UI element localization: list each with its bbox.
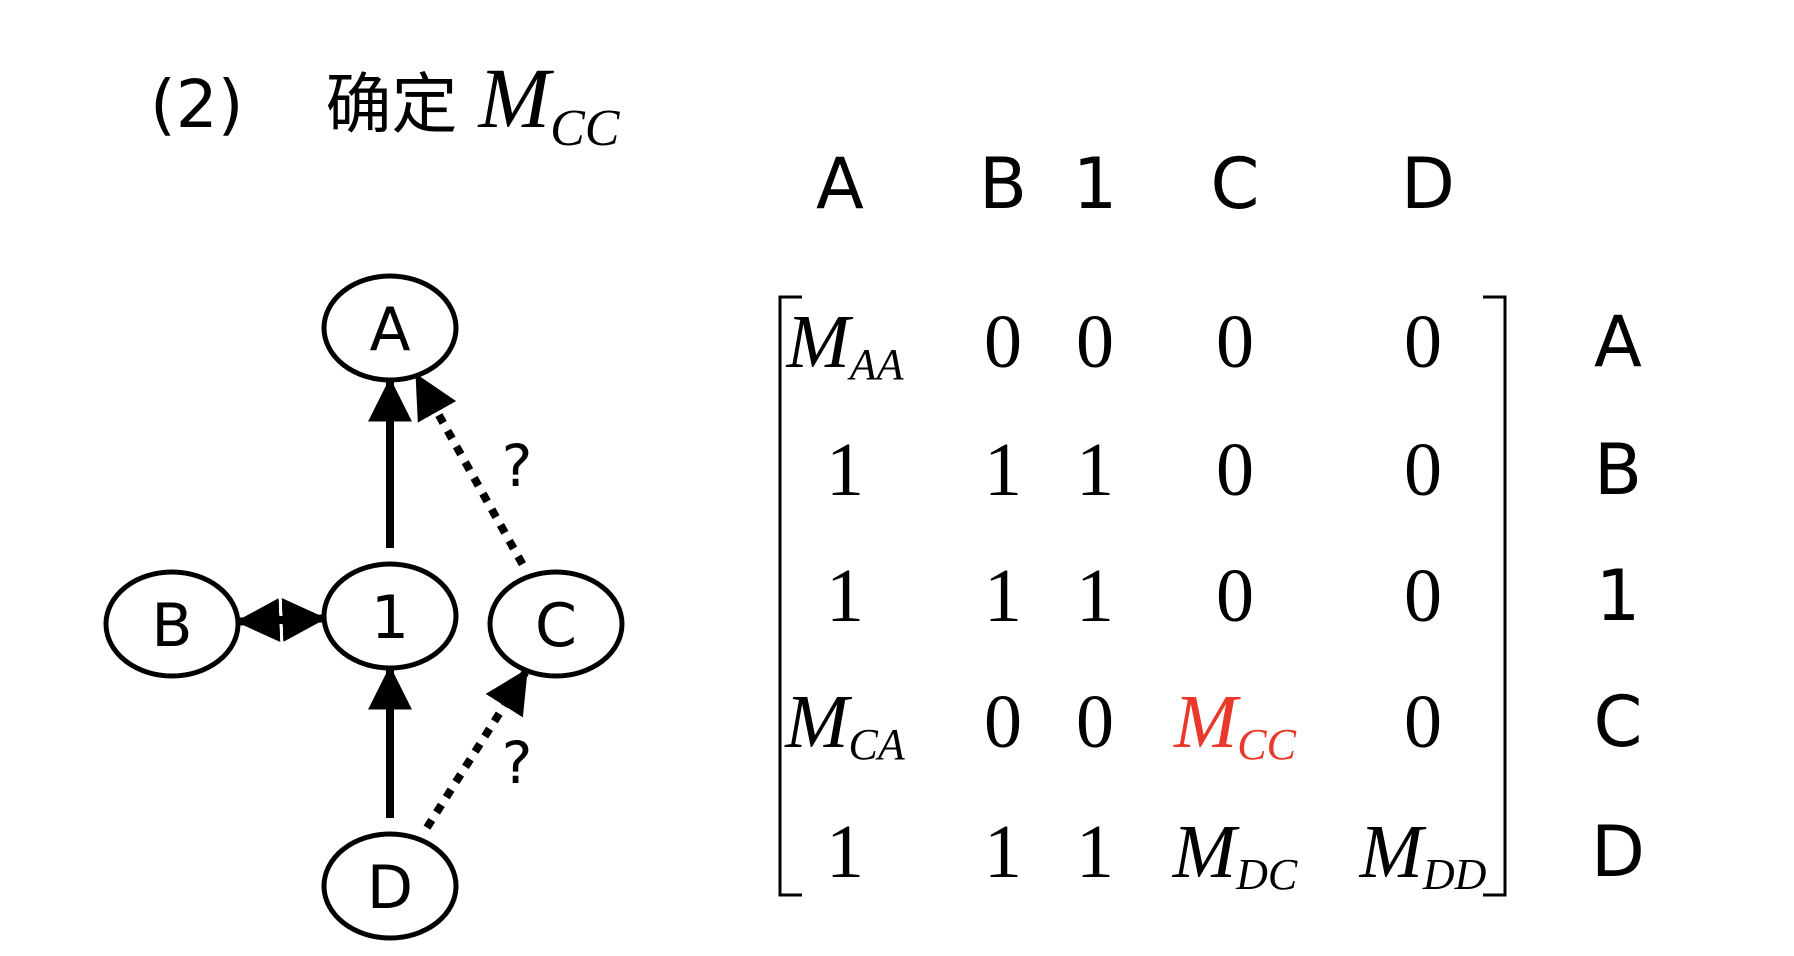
symbol-main: M <box>785 300 853 384</box>
row-label: C <box>1594 681 1643 763</box>
node-label: A <box>369 295 410 365</box>
matrix-symbol: MCA <box>784 680 906 769</box>
node-outline <box>487 569 625 679</box>
matrix-entry: 0 <box>1404 300 1442 384</box>
node-outline <box>321 561 459 671</box>
node-A: A <box>321 273 459 383</box>
matrix-entry: 0 <box>1404 680 1442 764</box>
matrix-symbol: MDD <box>1359 810 1487 899</box>
column-label: B <box>979 143 1027 225</box>
symbol-main: M <box>1359 810 1427 894</box>
row-label: 1 <box>1596 555 1641 637</box>
edge-label: ? <box>502 729 533 797</box>
column-label: D <box>1401 143 1455 225</box>
row-label: D <box>1591 811 1645 893</box>
matrix-entry: 0 <box>1404 428 1442 512</box>
symbol-subscript: AA <box>847 340 905 389</box>
matrix-entry: 0 <box>1404 554 1442 638</box>
node-label: C <box>535 591 577 661</box>
matrix-symbol: MDC <box>1172 810 1298 899</box>
edge-label: ? <box>502 432 533 500</box>
title-symbol-subscript: CC <box>550 100 620 157</box>
node-B: B <box>103 569 241 679</box>
symbol-main: M <box>1172 810 1240 894</box>
node-1: 1 <box>321 561 459 671</box>
column-label: A <box>816 143 864 225</box>
node-C: C <box>487 569 625 679</box>
matrix-entry: 0 <box>1216 554 1254 638</box>
matrix-entry: 1 <box>826 428 864 512</box>
matrix-entry: 1 <box>984 428 1022 512</box>
matrix-entry: 1 <box>1076 810 1114 894</box>
matrix-entry: 1 <box>1076 554 1114 638</box>
matrix-right-bracket <box>1483 295 1507 897</box>
matrix-entry: 0 <box>984 680 1022 764</box>
edge-D-to-C <box>423 668 529 830</box>
node-outline <box>321 273 459 383</box>
title-verb: 确定 <box>325 66 458 143</box>
state-graph: ?? A B 1 C D <box>103 273 625 941</box>
row-label: B <box>1594 429 1642 511</box>
page-title: (2) 确定 MCC <box>150 48 619 158</box>
matrix-entry: 0 <box>1076 300 1114 384</box>
matrix-symbol: MCC <box>1173 680 1297 769</box>
matrix-entry: 0 <box>1216 428 1254 512</box>
edge-B-to-1 <box>235 597 327 643</box>
node-label: 1 <box>371 583 409 653</box>
symbol-subscript: CA <box>849 720 906 769</box>
title-symbol-main: M <box>478 50 551 146</box>
matrix-entry: 0 <box>1216 300 1254 384</box>
matrix-entry: 1 <box>984 554 1022 638</box>
symbol-main: M <box>784 680 852 764</box>
matrix-entry: 1 <box>826 554 864 638</box>
symbol-main: M <box>1173 680 1241 764</box>
symbol-subscript: CC <box>1237 720 1296 769</box>
symbol-subscript: DD <box>1422 850 1487 899</box>
symbol-subscript: DC <box>1235 850 1298 899</box>
title-symbol: MCC <box>478 50 619 157</box>
matrix-entry: 0 <box>1076 680 1114 764</box>
matrix-left-bracket <box>778 295 802 897</box>
step-index: (2) <box>150 66 244 143</box>
matrix-symbol: MAA <box>785 300 904 389</box>
node-outline <box>321 831 459 941</box>
node-outline <box>103 569 241 679</box>
matrix-entry: 0 <box>984 300 1022 384</box>
column-label: 1 <box>1073 143 1118 225</box>
matrix-entry: 1 <box>984 810 1022 894</box>
matrix-entry: 1 <box>826 810 864 894</box>
node-label: B <box>151 591 192 661</box>
node-D: D <box>321 831 459 941</box>
column-label: C <box>1211 143 1260 225</box>
matrix-entry: 1 <box>1076 428 1114 512</box>
node-label: D <box>367 853 413 923</box>
row-label: A <box>1594 301 1642 383</box>
